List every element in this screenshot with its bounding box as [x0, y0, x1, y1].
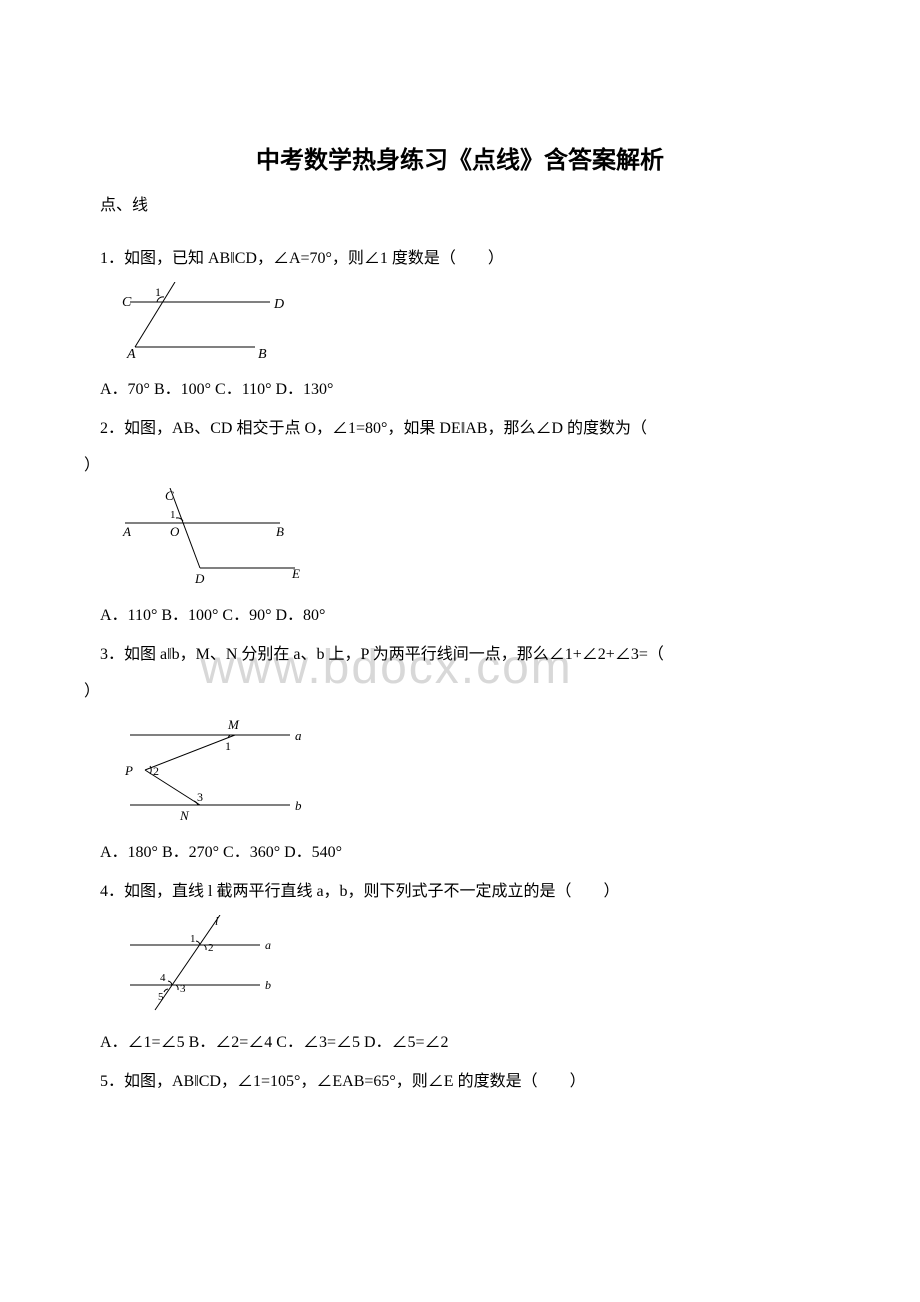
svg-text:A: A	[122, 524, 131, 539]
svg-text:5: 5	[158, 991, 164, 1003]
svg-text:3: 3	[197, 790, 203, 804]
svg-text:C: C	[122, 295, 132, 310]
svg-text:3: 3	[180, 983, 186, 995]
q3-text-b: ）	[100, 678, 820, 707]
svg-text:b: b	[265, 978, 271, 992]
svg-text:B: B	[258, 347, 267, 362]
question-1-text: 1．如图，已知 AB‖CD，∠A=70°，则∠1 度数是（ ）	[100, 245, 820, 274]
subtitle: 点、线	[100, 191, 820, 215]
svg-text:1: 1	[190, 933, 196, 945]
svg-text:a: a	[295, 728, 302, 743]
question-3-options: A．180° B．270° C．360° D．540°	[100, 838, 820, 862]
svg-text:2: 2	[153, 764, 159, 778]
svg-text:1: 1	[170, 509, 176, 521]
svg-text:b: b	[295, 798, 302, 813]
svg-text:P: P	[124, 763, 133, 778]
q2-text-b: ）	[100, 452, 820, 481]
svg-text:E: E	[291, 566, 300, 581]
svg-text:A: A	[126, 347, 136, 362]
q2-text-a: 2．如图，AB、CD 相交于点 O，∠1=80°，如果 DE‖AB，那么∠D 的…	[100, 420, 679, 437]
svg-text:M: M	[227, 717, 240, 732]
svg-text:D: D	[273, 297, 284, 312]
question-3-diagram: M N P a b 1 2 3	[120, 715, 820, 830]
svg-text:a: a	[265, 938, 271, 952]
question-1-options: A．70° B．100° C．110° D．130°	[100, 375, 820, 399]
question-2-diagram: A O B C D E 1	[120, 488, 820, 593]
svg-text:D: D	[194, 571, 205, 586]
document-content: 中考数学热身练习《点线》含答案解析 点、线 1．如图，已知 AB‖CD，∠A=7…	[100, 140, 820, 1097]
question-4-diagram: a b l 1 2 3 4 5	[120, 915, 820, 1020]
question-2-options: A．110° B．100° C．90° D．80°	[100, 601, 820, 625]
svg-text:1: 1	[155, 285, 161, 299]
document-title: 中考数学热身练习《点线》含答案解析	[100, 140, 820, 175]
question-4-text: 4．如图，直线 l 截两平行直线 a，b，则下列式子不一定成立的是（ ）	[100, 878, 820, 907]
svg-text:O: O	[170, 524, 180, 539]
q3-text-a: 3．如图 a‖b，M、N 分别在 a、b 上，P 为两平行线间一点，那么∠1+∠…	[100, 646, 696, 663]
svg-text:C: C	[165, 488, 174, 503]
question-5-text: 5．如图，AB‖CD，∠1=105°，∠EAB=65°，则∠E 的度数是（ ）	[100, 1068, 820, 1097]
svg-text:N: N	[179, 808, 190, 823]
question-4-options: A．∠1=∠5 B．∠2=∠4 C．∠3=∠5 D．∠5=∠2	[100, 1028, 820, 1052]
question-1-diagram: C D A B 1	[120, 282, 820, 367]
question-3-text: 3．如图 a‖b，M、N 分别在 a、b 上，P 为两平行线间一点，那么∠1+∠…	[100, 641, 820, 670]
question-2-text: 2．如图，AB、CD 相交于点 O，∠1=80°，如果 DE‖AB，那么∠D 的…	[100, 415, 820, 444]
svg-text:B: B	[276, 524, 284, 539]
svg-text:1: 1	[225, 739, 231, 753]
svg-text:4: 4	[160, 972, 166, 984]
svg-text:2: 2	[208, 942, 214, 954]
